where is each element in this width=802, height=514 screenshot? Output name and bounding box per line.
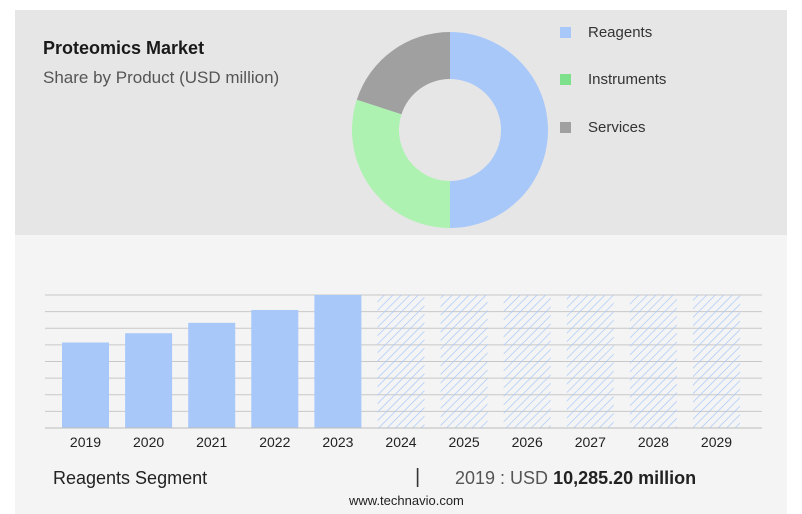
legend-item-instruments[interactable]: Instruments xyxy=(560,69,666,89)
legend-swatch-reagents xyxy=(560,26,571,38)
forecast-bar-2024[interactable] xyxy=(377,295,425,428)
segment-value-prefix: 2019 : USD xyxy=(455,468,549,488)
segment-value: 2019 : USD 10,285.20 million xyxy=(455,468,696,489)
segment-value-amount: 10,285.20 million xyxy=(553,468,697,488)
x-tick-label: 2019 xyxy=(70,434,101,450)
forecast-bar-2025[interactable] xyxy=(440,295,488,428)
legend-item-reagents[interactable]: Reagents xyxy=(560,22,652,42)
bar-2022[interactable] xyxy=(251,309,299,428)
forecast-bar-2026[interactable] xyxy=(503,295,551,428)
chart-subtitle: Share by Product (USD million) xyxy=(43,68,280,87)
footer-separator: | xyxy=(415,466,421,488)
donut-slice-instruments[interactable] xyxy=(352,99,450,228)
x-tick-label: 2022 xyxy=(259,434,290,450)
donut-slice-reagents[interactable] xyxy=(450,32,548,228)
x-tick-label: 2026 xyxy=(512,434,543,450)
x-tick-label: 2029 xyxy=(701,434,732,450)
legend-swatch-services xyxy=(560,121,571,133)
forecast-bar-2027[interactable] xyxy=(566,295,614,428)
legend-item-services[interactable]: Services xyxy=(560,117,646,137)
legend-label: Services xyxy=(588,118,646,136)
x-tick-label: 2024 xyxy=(385,434,416,450)
forecast-bar-2028[interactable] xyxy=(629,295,677,428)
x-tick-label: 2025 xyxy=(449,434,480,450)
legend-swatch-instruments xyxy=(560,73,571,85)
bar-2021[interactable] xyxy=(188,322,236,428)
x-tick-label: 2028 xyxy=(638,434,669,450)
x-tick-label: 2020 xyxy=(133,434,164,450)
x-tick-label: 2027 xyxy=(575,434,606,450)
bar-2019[interactable] xyxy=(62,342,109,428)
bar-2023[interactable] xyxy=(314,295,362,428)
donut-chart xyxy=(352,32,548,228)
segment-label: Reagents Segment xyxy=(53,468,208,488)
legend-label: Reagents xyxy=(588,23,653,41)
chart-title: Proteomics Market xyxy=(43,38,205,58)
x-tick-label: 2021 xyxy=(196,434,227,450)
source-link[interactable]: www.technavio.com xyxy=(349,493,464,508)
x-tick-label: 2023 xyxy=(322,434,353,450)
legend-label: Instruments xyxy=(588,70,667,88)
donut-slice-services[interactable] xyxy=(356,32,450,115)
forecast-bar-2029[interactable] xyxy=(693,295,740,428)
bar-2020[interactable] xyxy=(125,333,173,428)
